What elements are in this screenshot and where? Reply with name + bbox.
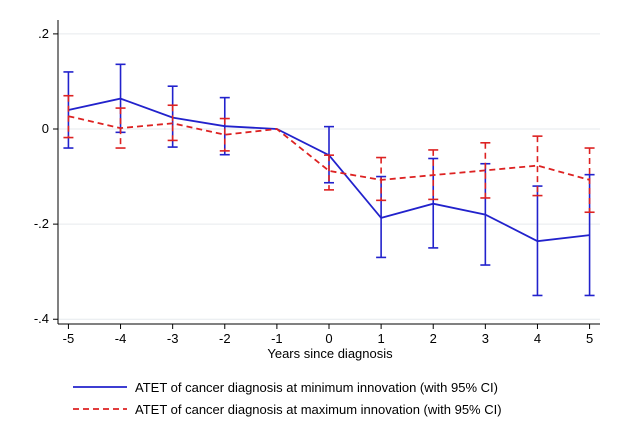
x-tick-label: 3 <box>482 331 489 346</box>
legend-label: ATET of cancer diagnosis at maximum inno… <box>135 402 502 417</box>
x-tick-label: -5 <box>63 331 75 346</box>
x-tick-label: 1 <box>377 331 384 346</box>
x-tick-label: 0 <box>325 331 332 346</box>
x-tick-label: -3 <box>167 331 179 346</box>
x-tick-label: 5 <box>586 331 593 346</box>
axes: .2 0 -.2 -.4 -5 -4 -3 -2 -1 0 1 2 3 4 5 <box>34 20 600 346</box>
x-tick-label: -4 <box>115 331 127 346</box>
x-tick-label: 2 <box>430 331 437 346</box>
legend: ATET of cancer diagnosis at minimum inno… <box>73 380 502 417</box>
x-tick-label: -1 <box>271 331 283 346</box>
x-tick-label: -2 <box>219 331 231 346</box>
y-tick-label: 0 <box>42 121 49 136</box>
x-axis-label: Years since diagnosis <box>267 346 393 361</box>
legend-label: ATET of cancer diagnosis at minimum inno… <box>135 380 498 395</box>
y-tick-label: .2 <box>38 26 49 41</box>
y-tick-label: -.2 <box>34 216 49 231</box>
y-tick-label: -.4 <box>34 311 49 326</box>
x-tick-label: 4 <box>534 331 541 346</box>
series <box>63 64 594 295</box>
